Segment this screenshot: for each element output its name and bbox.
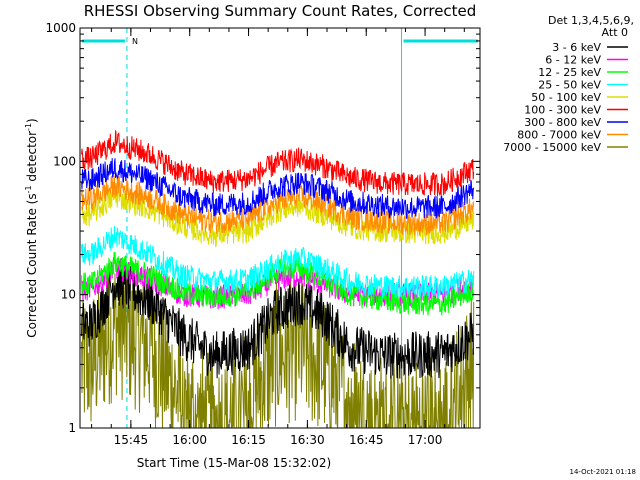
- y-tick-label-2: 100: [53, 154, 76, 168]
- night-marker-label: N: [132, 37, 138, 46]
- x-tick-label-0: 15:45: [114, 433, 149, 447]
- y-axis-label-sup1: -1: [24, 185, 33, 193]
- x-tick-label-2: 16:15: [231, 433, 266, 447]
- axes: 1 10 100 1000 15:45 16:00 16:15 16:30 16:45 17:00: [45, 21, 480, 447]
- legend-label-2: 12 - 25 keV: [538, 66, 601, 79]
- y-axis-label-mid: detector: [25, 131, 39, 186]
- series-2-line: [81, 251, 475, 316]
- legend-label-5: 100 - 300 keV: [524, 104, 601, 117]
- legend-label-3: 25 - 50 keV: [538, 79, 601, 92]
- legend-header-line-2: Att 0: [602, 26, 628, 39]
- plot-area: N: [79, 28, 481, 429]
- legend-header-line-1: Det 1,3,4,5,6,9,: [548, 14, 634, 27]
- y-axis-label-sup2: -1: [24, 123, 33, 131]
- series-5-line: [81, 129, 475, 197]
- y-tick-label-3: 1000: [45, 21, 76, 35]
- legend-label-6: 300 - 800 keV: [524, 116, 601, 129]
- series-4-line: [81, 187, 475, 248]
- legend-label-4: 50 - 100 keV: [531, 91, 601, 104]
- legend-label-8: 7000 - 15000 keV: [503, 141, 601, 154]
- x-axis-label: Start Time (15-Mar-08 15:32:02): [137, 456, 331, 470]
- series-7-line: [81, 174, 475, 236]
- y-tick-label-0: 1: [68, 421, 76, 435]
- y-tick-label-1: 10: [61, 288, 76, 302]
- y-axis-label-end: ): [25, 118, 39, 123]
- series-6-line: [81, 158, 475, 219]
- series-8-line: [81, 258, 475, 429]
- legend-label-0: 3 - 6 keV: [552, 41, 601, 54]
- timestamp: 14-Oct-2021 01:18: [570, 468, 636, 476]
- series-3-line: [81, 226, 475, 301]
- chart-title: RHESSI Observing Summary Count Rates, Co…: [84, 2, 477, 20]
- x-tick-label-3: 16:30: [290, 433, 325, 447]
- x-tick-label-1: 16:00: [172, 433, 207, 447]
- y-axis-label-main: Corrected Count Rate (s: [25, 193, 39, 337]
- x-tick-label-5: 17:00: [408, 433, 443, 447]
- y-axis-label: Corrected Count Rate (s-1 detector-1): [24, 118, 39, 337]
- legend-label-1: 6 - 12 keV: [545, 54, 601, 67]
- legend-label-7: 800 - 7000 keV: [517, 129, 601, 142]
- x-tick-label-4: 16:45: [349, 433, 384, 447]
- plot-frame: [79, 27, 481, 429]
